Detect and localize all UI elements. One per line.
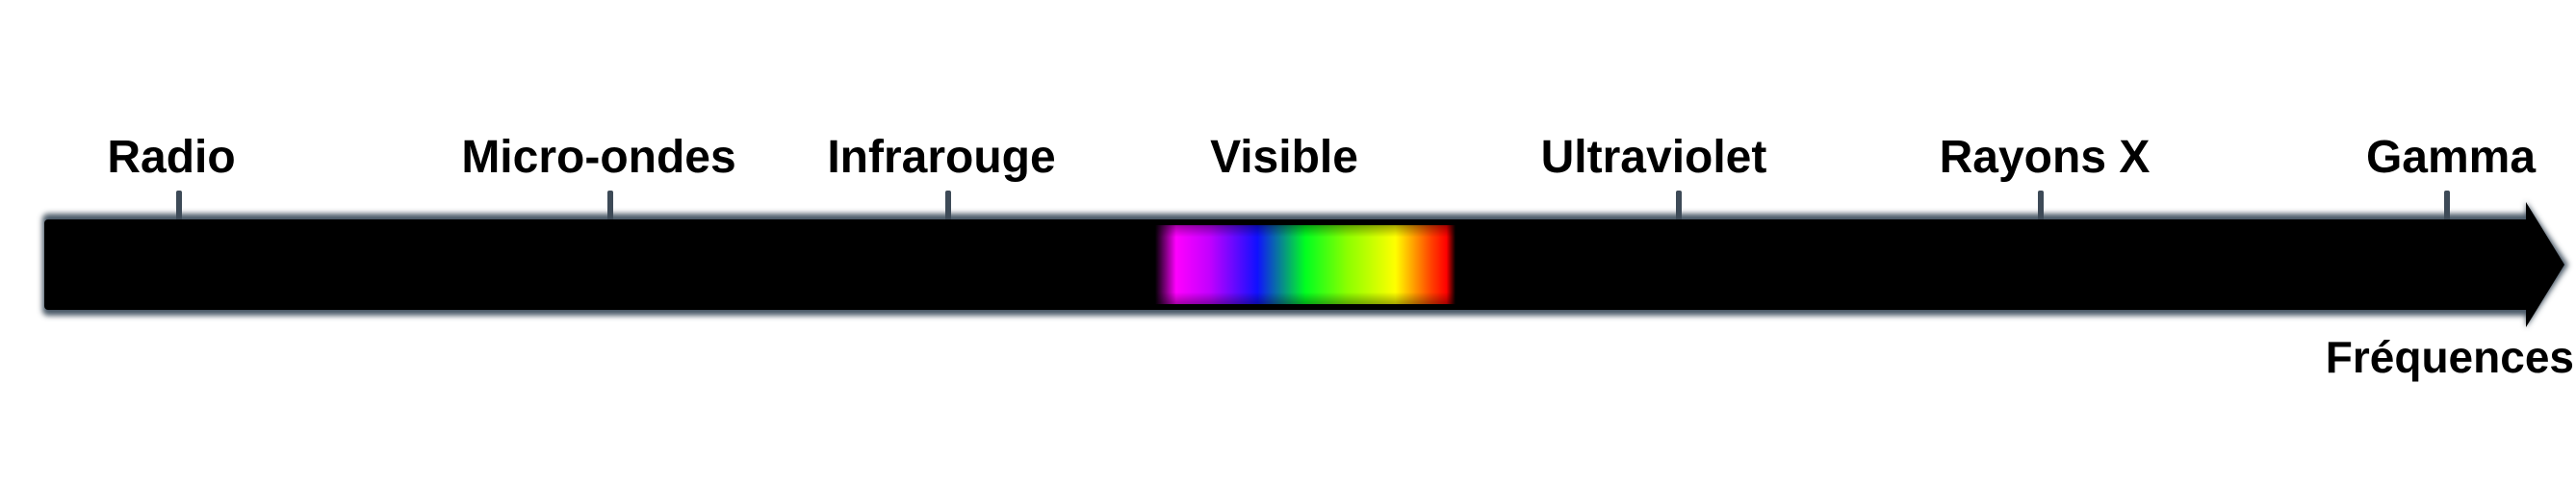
tick-gamma bbox=[2444, 191, 2450, 223]
band-label-micro-ondes: Micro-ondes bbox=[461, 132, 736, 183]
tick-marks bbox=[176, 191, 2450, 223]
tick-rayons-x bbox=[2038, 191, 2044, 223]
band-label-radio: Radio bbox=[107, 132, 236, 183]
tick-infrarouge bbox=[945, 191, 951, 223]
band-label-gamma: Gamma bbox=[2365, 132, 2537, 183]
band-label-infrarouge: Infrarouge bbox=[827, 132, 1056, 183]
axis-arrowhead bbox=[2526, 202, 2564, 327]
band-label-ultraviolet: Ultraviolet bbox=[1540, 132, 1767, 183]
tick-ultraviolet bbox=[1676, 191, 1682, 223]
tick-micro-ondes bbox=[607, 191, 613, 223]
visible-spectrum-shade bbox=[1155, 225, 1455, 304]
axis-label-frequences: Fréquences bbox=[2325, 332, 2574, 382]
tick-radio bbox=[176, 191, 182, 223]
band-label-visible: Visible bbox=[1210, 132, 1358, 183]
band-label-rayons-x: Rayons X bbox=[1939, 132, 2151, 183]
